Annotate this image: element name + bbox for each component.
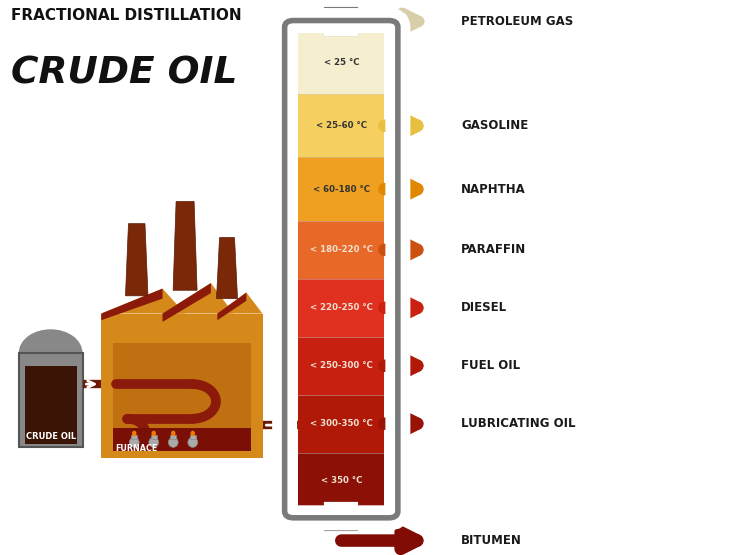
Text: < 180-220 °C: < 180-220 °C — [310, 245, 373, 254]
Ellipse shape — [188, 437, 198, 447]
Polygon shape — [217, 292, 246, 320]
Text: < 300-350 °C: < 300-350 °C — [310, 419, 373, 428]
Text: < 25 °C: < 25 °C — [323, 58, 359, 67]
Text: GASOLINE: GASOLINE — [461, 119, 529, 132]
Text: < 60-180 °C: < 60-180 °C — [313, 185, 370, 194]
Ellipse shape — [152, 431, 156, 436]
Bar — [151, 435, 157, 439]
Polygon shape — [173, 201, 197, 290]
Polygon shape — [217, 238, 238, 299]
Bar — [298, 337, 384, 395]
Text: CRUDE OIL: CRUDE OIL — [11, 56, 238, 92]
Bar — [19, 353, 82, 447]
Bar — [298, 395, 384, 453]
Wedge shape — [19, 329, 82, 353]
Text: DIESEL: DIESEL — [461, 301, 507, 314]
Bar — [298, 453, 384, 508]
Bar — [298, 94, 384, 158]
Polygon shape — [101, 289, 163, 320]
Text: < 350 °C: < 350 °C — [320, 476, 362, 485]
Bar — [298, 279, 384, 337]
Polygon shape — [163, 283, 211, 322]
Ellipse shape — [190, 431, 195, 436]
Bar — [170, 435, 176, 439]
Text: LUBRICATING OIL: LUBRICATING OIL — [461, 417, 576, 430]
Text: FUEL OIL: FUEL OIL — [461, 359, 520, 372]
Bar — [112, 428, 251, 451]
Bar — [19, 353, 82, 447]
Text: PETROLEUM GAS: PETROLEUM GAS — [461, 15, 574, 28]
Bar — [190, 435, 196, 439]
Bar — [131, 435, 137, 439]
Text: < 25-60 °C: < 25-60 °C — [316, 121, 367, 130]
Text: < 220-250 °C: < 220-250 °C — [310, 303, 373, 312]
Bar — [298, 221, 384, 279]
Text: CRUDE OIL: CRUDE OIL — [26, 432, 76, 441]
Ellipse shape — [130, 437, 140, 447]
Text: < 250-300 °C: < 250-300 °C — [310, 361, 373, 370]
Bar — [112, 343, 251, 451]
Bar — [326, 9, 356, 34]
Polygon shape — [217, 292, 262, 314]
Polygon shape — [125, 224, 148, 296]
Ellipse shape — [169, 437, 178, 447]
Text: BITUMEN: BITUMEN — [461, 534, 522, 547]
Bar — [25, 366, 76, 444]
Ellipse shape — [148, 437, 159, 447]
Polygon shape — [101, 289, 185, 314]
Bar — [101, 314, 262, 458]
Polygon shape — [163, 283, 233, 314]
Ellipse shape — [132, 431, 136, 436]
Bar — [326, 504, 356, 529]
Text: FRACTIONAL DISTILLATION: FRACTIONAL DISTILLATION — [11, 8, 242, 23]
Bar — [298, 31, 384, 94]
Text: FURNACE: FURNACE — [115, 445, 157, 453]
Text: NAPHTHA: NAPHTHA — [461, 183, 526, 196]
Ellipse shape — [171, 431, 176, 436]
Text: PARAFFIN: PARAFFIN — [461, 243, 526, 256]
Bar — [298, 158, 384, 221]
